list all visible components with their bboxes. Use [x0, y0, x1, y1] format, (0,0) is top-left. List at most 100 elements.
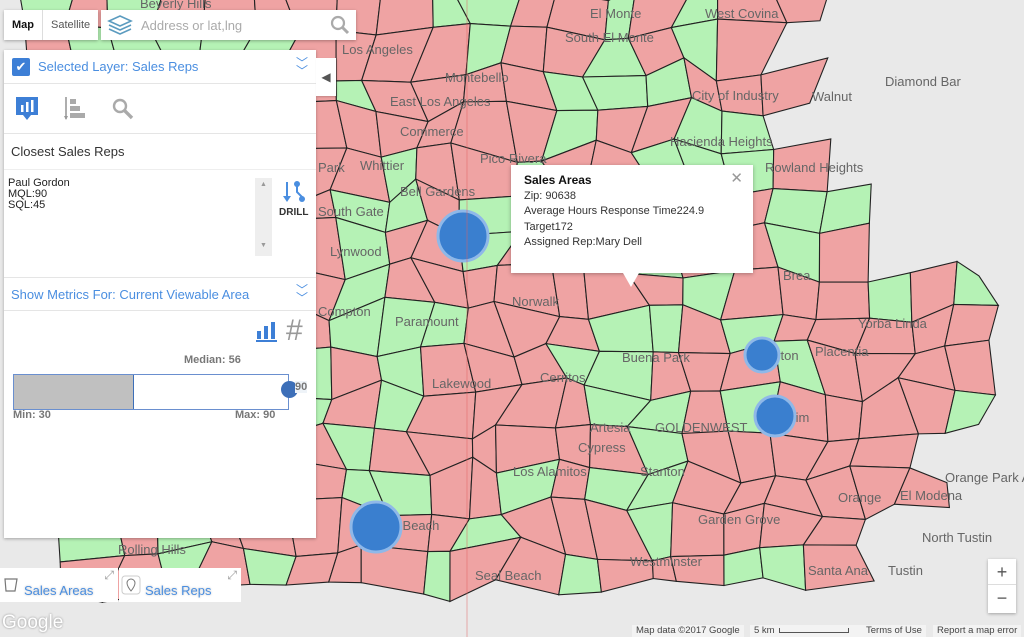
search-tool-icon[interactable]: [112, 98, 134, 120]
side-panel: ✔ Selected Layer: Sales Reps ﹀ ﹀ Closest …: [4, 50, 316, 538]
bar-chart-view-icon[interactable]: [256, 320, 278, 342]
place-label: Compton: [318, 304, 371, 319]
sales-rep-marker[interactable]: [349, 500, 403, 554]
map-pin-icon: [121, 575, 141, 595]
rep-mql: MQL:90: [8, 188, 48, 200]
sales-area-polygon[interactable]: [953, 260, 1000, 307]
layer-checkbox[interactable]: ✔: [12, 57, 30, 76]
chart-tool-icon[interactable]: [16, 96, 38, 121]
zoom-in-button[interactable]: +: [988, 559, 1016, 585]
sales-area-polygon[interactable]: [944, 389, 997, 435]
place-label: Westminster: [630, 554, 703, 569]
info-popup: ✕ Sales Areas Zip: 90638 Average Hours R…: [511, 165, 753, 287]
panel-toolbar: [4, 84, 316, 134]
layers-icon[interactable]: [107, 13, 133, 37]
layer-card-sales-areas[interactable]: Sales Areas ⤢: [0, 568, 118, 602]
place-label: Orange Park Acres: [945, 470, 1024, 485]
report-error-link[interactable]: Report a map error: [933, 625, 1022, 637]
sales-area-polygon[interactable]: [648, 304, 684, 354]
close-icon[interactable]: ✕: [730, 170, 743, 187]
sales-area-polygon[interactable]: [943, 303, 1000, 347]
metrics-for-label: Show Metrics For: Current Viewable Area: [11, 286, 250, 302]
sales-area-polygon[interactable]: [759, 544, 807, 592]
place-label: Rolling Hills: [118, 542, 186, 557]
place-label: El Modena: [900, 488, 963, 503]
chevron-double-down-icon[interactable]: ﹀ ﹀: [295, 283, 308, 305]
place-label: North Tustin: [922, 530, 992, 545]
place-label: El Monte: [590, 6, 641, 21]
expand-icon[interactable]: ⤢: [227, 568, 237, 582]
slider-value: 90: [295, 381, 308, 393]
sales-area-polygon[interactable]: [893, 467, 951, 509]
place-label: Cerritos: [540, 370, 586, 385]
place-label: Lynwood: [330, 244, 382, 259]
search-icon[interactable]: [330, 15, 350, 35]
drill-icon: [282, 181, 305, 202]
number-view-icon[interactable]: #: [286, 314, 303, 347]
list-scrollbar[interactable]: ▲ ▼: [255, 178, 272, 256]
place-label: Norwalk: [512, 294, 559, 309]
address-search-input[interactable]: [141, 17, 330, 33]
min-label: Min: 30: [13, 409, 51, 421]
selected-layer-header[interactable]: ✔ Selected Layer: Sales Reps ﹀ ﹀: [4, 50, 316, 84]
place-label: Commerce: [400, 124, 464, 139]
selected-layer-label: Selected Layer: Sales Reps: [38, 59, 199, 74]
sales-rep-marker[interactable]: [436, 209, 490, 263]
place-label: Santa Ana: [808, 563, 869, 578]
polygon-icon: [4, 578, 18, 592]
sales-rep-marker[interactable]: [753, 394, 797, 438]
zoom-control: + −: [988, 559, 1016, 613]
place-label: Hacienda Heights: [670, 134, 773, 149]
popup-target: Target172: [524, 220, 573, 233]
place-label: Garden Grove: [698, 512, 780, 527]
place-label: GOLDENWEST: [655, 420, 748, 435]
sales-area-polygon[interactable]: [558, 553, 603, 596]
place-label: Los Angeles: [342, 42, 413, 57]
scale-bar[interactable]: 5 km: [750, 625, 862, 637]
place-label: Diamond Bar: [885, 74, 962, 89]
metrics-header[interactable]: Show Metrics For: Current Viewable Area …: [4, 278, 316, 311]
sales-area-polygon[interactable]: [815, 281, 871, 321]
place-label: Orange: [838, 490, 881, 505]
place-label: Montebello: [445, 70, 509, 85]
sales-area-polygon[interactable]: [867, 272, 913, 323]
layer-label: Sales Areas: [24, 582, 94, 598]
place-label: Brea: [783, 268, 811, 283]
search-box: [101, 10, 356, 40]
sales-rep-marker[interactable]: [743, 336, 781, 374]
popup-zip: Zip: 90638: [524, 189, 576, 202]
sales-area-polygon[interactable]: [423, 550, 451, 603]
expand-icon[interactable]: ⤢: [104, 568, 114, 582]
sort-tool-icon[interactable]: [64, 96, 86, 121]
sales-area-polygon[interactable]: [802, 544, 875, 591]
place-label: City of Industry: [692, 88, 779, 103]
collapse-panel-button[interactable]: ◀: [316, 58, 336, 96]
drill-button[interactable]: DRILL: [279, 180, 308, 218]
terms-link[interactable]: Terms of Use: [862, 625, 926, 637]
satellite-button[interactable]: Satellite: [51, 19, 91, 31]
zoom-out-button[interactable]: −: [996, 588, 1008, 608]
sales-area-polygon[interactable]: [824, 394, 864, 443]
place-label: Los Alamitos: [513, 464, 587, 479]
place-label: South Gate: [318, 204, 384, 219]
sales-area-polygon[interactable]: [770, 0, 829, 24]
map-data-attribution: Map data ©2017 Google: [632, 625, 744, 637]
chevron-double-down-icon[interactable]: ﹀ ﹀: [295, 55, 308, 78]
place-label: Pico Rivera: [480, 151, 547, 166]
place-label: Rowland Heights: [765, 160, 864, 175]
sales-area-polygon[interactable]: [818, 222, 870, 283]
drill-label: DRILL: [279, 207, 309, 218]
slider-handle[interactable]: [281, 381, 298, 398]
google-logo: Google: [2, 612, 64, 633]
place-label: Bell Gardens: [400, 184, 476, 199]
map-button[interactable]: Map: [4, 10, 43, 40]
list-item[interactable]: Paul Gordon MQL:90 SQL:45: [8, 178, 70, 211]
closest-sales-reps-title: Closest Sales Reps: [4, 134, 316, 170]
rep-sql: SQL:45: [8, 199, 46, 211]
rep-name: Paul Gordon: [8, 177, 70, 189]
place-label: Lakewood: [432, 376, 491, 391]
sales-area-polygon[interactable]: [849, 433, 920, 469]
popup-rep: Assigned Rep:Mary Dell: [524, 236, 642, 248]
sales-area-polygon[interactable]: [760, 57, 829, 117]
layer-card-sales-reps[interactable]: Sales Reps ⤢: [119, 568, 241, 602]
